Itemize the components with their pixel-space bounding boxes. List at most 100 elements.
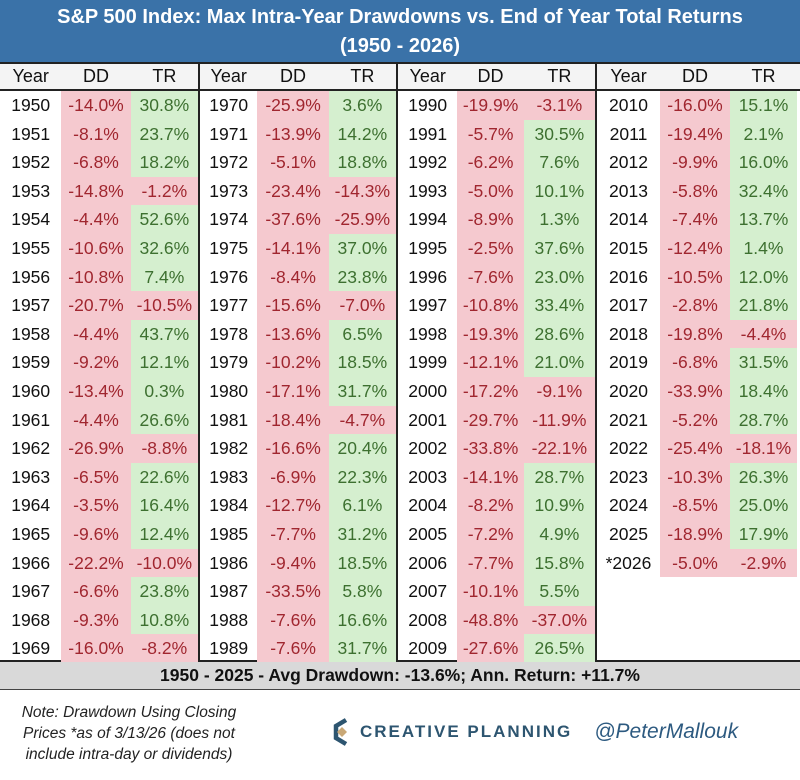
tr-cell: 25.0% [730,491,797,520]
dd-cell: -16.0% [61,634,131,663]
year-cell: 2017 [609,295,648,316]
dd-cell: -10.1% [457,577,524,606]
dd-cell: -23.4% [257,176,329,206]
tr-cell: 20.4% [328,434,396,463]
year-cell: 1998 [408,323,448,344]
tr-cell: 12.1% [130,348,198,377]
footnote: Note: Drawdown Using Closing Prices *as … [21,704,237,763]
dd-cell: -10.6% [61,233,131,263]
table-row: 1969 -16.0% -8.2% [0,634,198,663]
year-cell: 1999 [408,352,448,373]
year-cell: 1964 [11,495,51,516]
tr-cell: 7.4% [130,262,198,292]
table-row: *2026 -5.0% -2.9% [597,548,800,578]
header-row: Year DD TR [398,64,595,91]
dd-cell: -14.1% [457,462,524,492]
table-row: 2021 -5.2% 28.7% [597,405,800,435]
tr-cell: 16.6% [328,605,396,635]
tr-cell: 12.4% [130,519,198,549]
year-cell: 2023 [609,466,648,487]
year-cell: 1981 [209,409,249,430]
year-cell: 2022 [609,438,648,459]
table-row: 2000 -17.2% -9.1% [398,376,595,406]
table-row: 2006 -7.7% 15.8% [398,548,595,578]
table-row: 1982 -16.6% 20.4% [200,434,396,463]
year-cell: 2024 [609,495,648,516]
table-row: 2014 -7.4% 13.7% [597,205,800,234]
table-row: 1955 -10.6% 32.6% [0,233,198,263]
column-header-year: Year [210,66,247,86]
dd-cell: -10.5% [660,262,730,292]
tr-cell: 6.5% [328,319,396,349]
dd-cell: -25.4% [660,434,730,463]
dd-cell: -2.8% [660,291,730,320]
year-cell: 1995 [408,237,448,258]
table-row: 1974 -37.6% -25.9% [200,205,396,234]
dd-cell: -15.6% [257,291,329,320]
tr-cell: -8.8% [130,434,198,463]
table-row: 1951 -8.1% 23.7% [0,119,198,149]
tr-cell: -10.0% [130,548,198,578]
tr-cell: -18.1% [730,434,797,463]
header-row: Year DD TR [597,64,800,91]
year-cell: 1975 [209,237,249,258]
tr-cell: -25.9% [328,205,396,234]
year-cell: 2000 [408,380,448,401]
table-row: 1966 -22.2% -10.0% [0,548,198,578]
tr-cell: 22.3% [328,462,396,492]
year-cell: 1990 [408,95,448,115]
tr-cell: 1.4% [730,233,797,263]
table-row: 1973 -23.4% -14.3% [200,176,396,206]
tr-cell: 28.7% [523,462,595,492]
dd-cell: -9.6% [61,519,131,549]
table-row: 1956 -10.8% 7.4% [0,262,198,292]
dd-cell: -14.8% [61,176,131,206]
dd-cell: -5.0% [660,548,730,578]
year-cell: 2020 [609,380,648,401]
year-cell: 1976 [209,266,249,287]
table-row: 1987 -33.5% 5.8% [200,577,396,606]
dd-cell: -7.7% [257,519,329,549]
table-row: 1970 -25.9% 3.6% [200,91,396,120]
dd-cell: -17.2% [457,376,524,406]
tr-cell: -2.9% [730,548,797,578]
table-row: 1984 -12.7% 6.1% [200,491,396,520]
tr-cell: 23.7% [130,119,198,149]
dd-cell: -12.7% [257,491,329,520]
header-row: Year DD TR [0,64,198,91]
year-cell: 1962 [11,438,51,459]
tr-cell: 26.6% [130,405,198,435]
dd-cell: -25.9% [257,91,329,120]
table-row: 2016 -10.5% 12.0% [597,262,800,292]
year-cell: 1993 [408,180,448,201]
table-row: 1990 -19.9% -3.1% [398,91,595,120]
year-cell: 1983 [209,466,249,487]
year-cell: 1955 [11,237,51,258]
table-row: 2005 -7.2% 4.9% [398,519,595,549]
year-cell: 1961 [11,409,51,430]
dd-cell: -9.4% [257,548,329,578]
year-cell: 1957 [11,295,51,316]
year-cell: 1987 [209,581,249,602]
dd-cell: -7.6% [257,605,329,635]
tr-cell: 18.4% [730,376,797,406]
returns-table: Year DD TR 1950 -14.0% 30.8% 1951 -8.1% 23.7% 195… [0,62,800,663]
tr-cell: -4.4% [730,319,797,349]
dd-cell: -6.8% [660,348,730,377]
dd-cell: -5.7% [457,119,524,149]
table-row: 2025 -18.9% 17.9% [597,519,800,549]
tr-cell: -37.0% [523,605,595,635]
tr-cell: 26.5% [523,634,595,663]
year-cell: 1978 [209,323,249,344]
table-group-3: Year DD TR 1990 -19.9% -3.1% 1991 -5.7% 30.5% 199… [398,64,597,663]
table-row: 2020 -33.9% 18.4% [597,376,800,406]
tr-cell: 23.0% [523,262,595,292]
tr-cell: 43.7% [130,319,198,349]
tr-cell: 31.2% [328,519,396,549]
dd-cell: -19.8% [660,319,730,349]
table-row: 2023 -10.3% 26.3% [597,462,800,492]
table-row: 1953 -14.8% -1.2% [0,176,198,206]
dd-cell: -20.7% [61,291,131,320]
dd-cell: -10.3% [660,462,730,492]
table-row: 1977 -15.6% -7.0% [200,291,396,320]
